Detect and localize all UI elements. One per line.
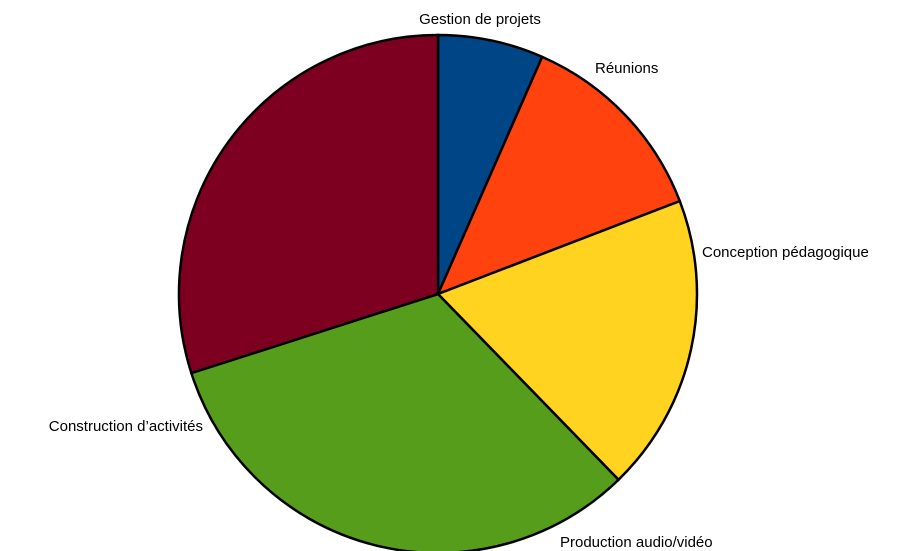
pie-slice-3 bbox=[435, 199, 699, 482]
pie-slice-2 bbox=[435, 55, 682, 297]
slice-label-1: Gestion de projets bbox=[419, 11, 541, 28]
slice-label-4: Production audio/vidéo bbox=[560, 534, 713, 551]
slice-label-2: Réunions bbox=[595, 60, 658, 77]
pie-slice-5 bbox=[177, 33, 440, 375]
pie-slice-4 bbox=[189, 292, 621, 551]
slice-label-5: Construction d’activités bbox=[49, 418, 203, 435]
slice-label-3: Conception pédagogique bbox=[702, 244, 869, 261]
